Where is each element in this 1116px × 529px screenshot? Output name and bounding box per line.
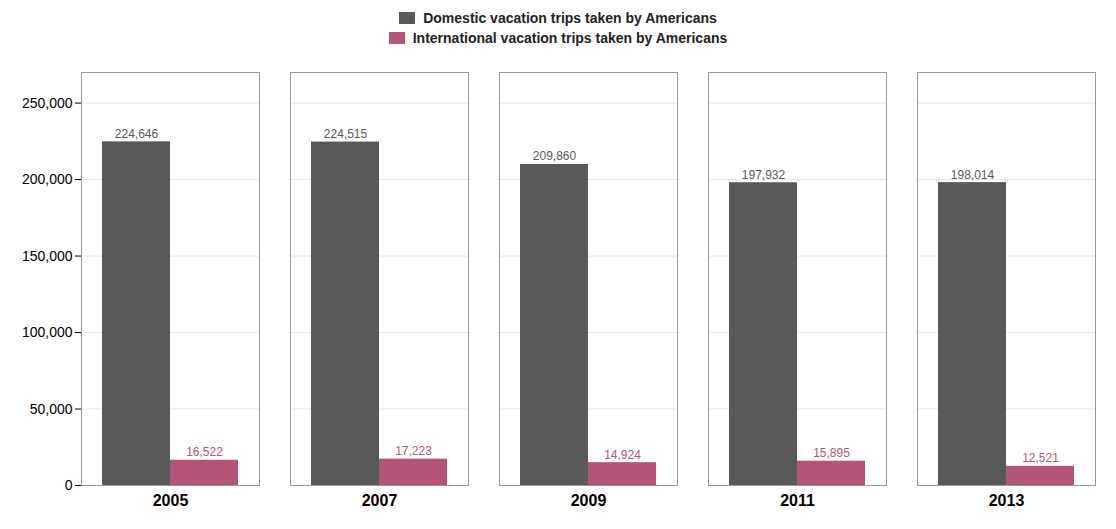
svg-text:150,000: 150,000 (22, 248, 73, 264)
svg-text:17,223: 17,223 (395, 444, 432, 458)
svg-text:224,646: 224,646 (115, 127, 159, 141)
svg-text:2007: 2007 (362, 492, 398, 509)
svg-text:0: 0 (65, 477, 73, 493)
svg-text:224,515: 224,515 (324, 127, 368, 141)
svg-text:198,014: 198,014 (951, 168, 995, 182)
html-text:International vacation trips t: International vacation trips taken by Am… (412, 30, 728, 46)
svg-text:100,000: 100,000 (22, 324, 73, 340)
svg-text:12,521: 12,521 (1022, 451, 1059, 465)
svg-text:2005: 2005 (153, 492, 189, 509)
svg-text:2009: 2009 (571, 492, 607, 509)
svg-text:209,860: 209,860 (533, 149, 577, 163)
svg-text:50,000: 50,000 (30, 400, 73, 416)
svg-text:197,932: 197,932 (742, 168, 786, 182)
svg-text:2013: 2013 (989, 492, 1025, 509)
svg-text:16,522: 16,522 (186, 445, 223, 459)
svg-text:200,000: 200,000 (22, 171, 73, 187)
svg-text:15,895: 15,895 (813, 446, 850, 460)
html-text:Domestic vacation trips taken: Domestic vacation trips taken by America… (423, 10, 717, 26)
svg-text:14,924: 14,924 (604, 448, 641, 462)
svg-text:2011: 2011 (780, 492, 815, 509)
svg-text:250,000: 250,000 (22, 95, 73, 111)
